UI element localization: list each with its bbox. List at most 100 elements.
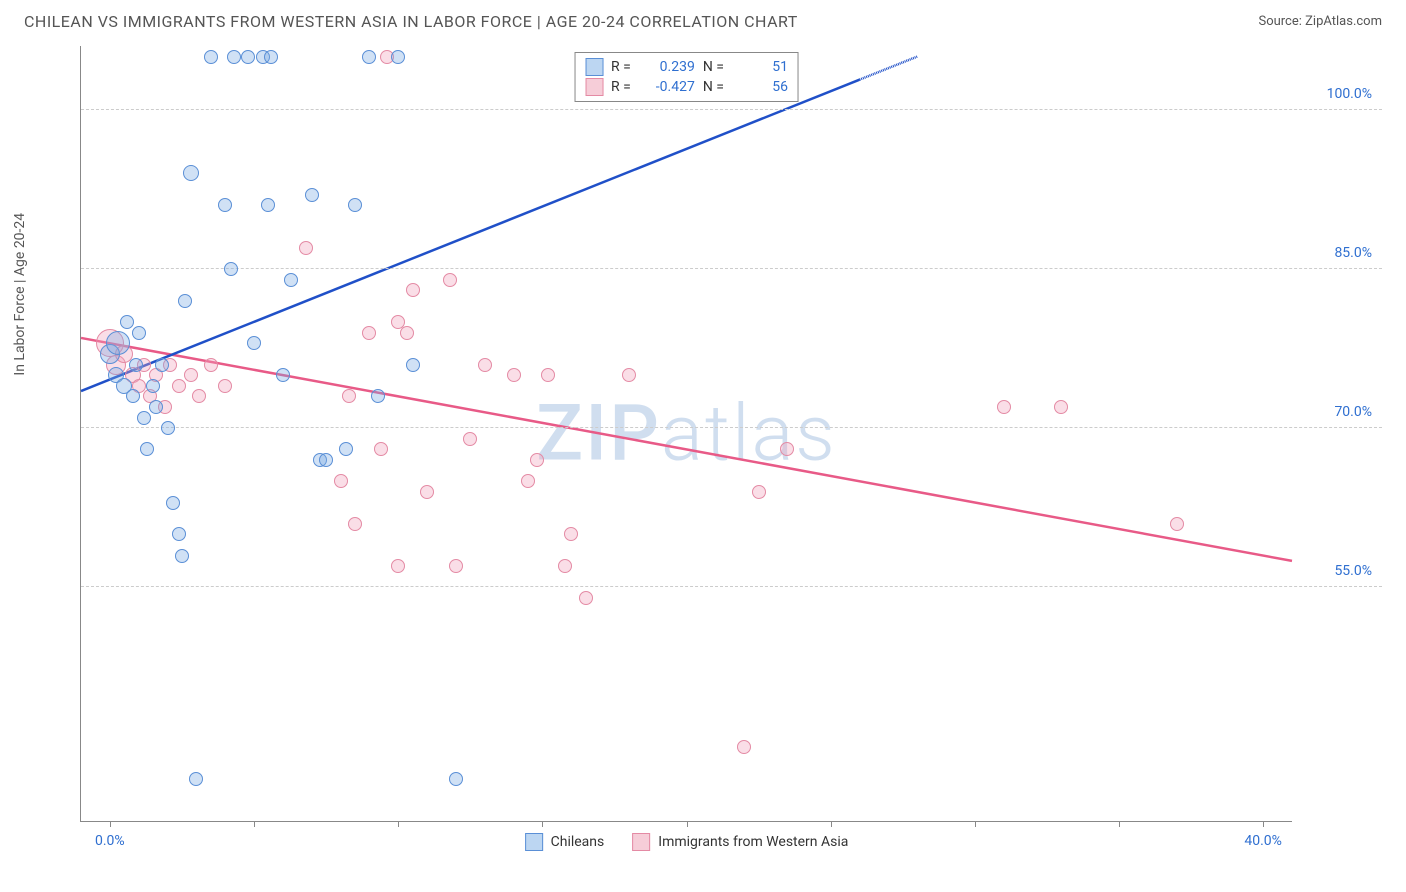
r-value-pink: -0.427	[639, 79, 695, 95]
scatter-point-blue	[224, 262, 238, 276]
scatter-point-pink	[172, 379, 186, 393]
x-tick	[1263, 821, 1264, 827]
scatter-point-blue	[155, 358, 169, 372]
n-label: N =	[703, 79, 724, 95]
scatter-point-pink	[400, 326, 414, 340]
scatter-point-pink	[780, 442, 794, 456]
legend-item-chileans: Chileans	[525, 833, 605, 851]
scatter-point-pink	[737, 740, 751, 754]
scatter-point-blue	[319, 453, 333, 467]
scatter-point-pink	[507, 368, 521, 382]
scatter-point-blue	[140, 442, 154, 456]
scatter-point-pink	[362, 326, 376, 340]
swatch-pink	[585, 78, 603, 96]
scatter-point-pink	[564, 527, 578, 541]
scatter-point-blue	[204, 50, 218, 64]
scatter-point-pink	[406, 283, 420, 297]
scatter-point-blue	[149, 400, 163, 414]
scatter-point-blue	[227, 50, 241, 64]
n-value-blue: 51	[732, 59, 788, 75]
scatter-point-pink	[348, 517, 362, 531]
trend-line	[81, 338, 1292, 561]
n-label: N =	[703, 59, 724, 75]
scatter-point-pink	[334, 474, 348, 488]
scatter-point-blue	[261, 198, 275, 212]
scatter-point-blue	[175, 549, 189, 563]
scatter-point-pink	[1054, 400, 1068, 414]
scatter-point-pink	[218, 379, 232, 393]
scatter-point-blue	[247, 336, 261, 350]
scatter-point-pink	[521, 474, 535, 488]
gridline	[81, 268, 1382, 269]
scatter-point-pink	[204, 358, 218, 372]
scatter-point-blue	[241, 50, 255, 64]
chart-area: In Labor Force | Age 20-24 ZIPatlas R = …	[24, 46, 1382, 852]
chart-source: Source: ZipAtlas.com	[1258, 14, 1382, 29]
scatter-point-blue	[106, 331, 130, 355]
r-value-blue: 0.239	[639, 59, 695, 75]
r-label: R =	[611, 79, 631, 95]
legend-row-blue: R = 0.239 N = 51	[585, 57, 788, 77]
scatter-point-blue	[406, 358, 420, 372]
gridline	[81, 427, 1382, 428]
scatter-point-pink	[530, 453, 544, 467]
y-axis-label: In Labor Force | Age 20-24	[12, 213, 28, 376]
x-tick	[687, 821, 688, 827]
legend-label-chileans: Chileans	[551, 834, 605, 850]
scatter-point-pink	[391, 559, 405, 573]
scatter-point-blue	[218, 198, 232, 212]
y-tick-label: 85.0%	[1334, 245, 1372, 261]
x-tick	[831, 821, 832, 827]
scatter-point-blue	[132, 326, 146, 340]
trend-line	[860, 57, 918, 80]
scatter-point-blue	[391, 50, 405, 64]
x-tick	[254, 821, 255, 827]
scatter-point-blue	[166, 496, 180, 510]
y-tick-label: 70.0%	[1334, 404, 1372, 420]
y-tick-label: 55.0%	[1334, 563, 1372, 579]
scatter-point-blue	[126, 389, 140, 403]
scatter-point-blue	[120, 315, 134, 329]
scatter-point-blue	[137, 411, 151, 425]
x-tick	[1119, 821, 1120, 827]
correlation-legend: R = 0.239 N = 51 R = -0.427 N = 56	[574, 52, 799, 102]
scatter-point-pink	[449, 559, 463, 573]
scatter-point-pink	[463, 432, 477, 446]
y-tick-label: 100.0%	[1327, 86, 1372, 102]
scatter-point-pink	[579, 591, 593, 605]
gridline	[81, 109, 1382, 110]
r-label: R =	[611, 59, 631, 75]
scatter-point-pink	[997, 400, 1011, 414]
legend-item-western-asia: Immigrants from Western Asia	[632, 833, 848, 851]
scatter-point-blue	[348, 198, 362, 212]
scatter-point-blue	[305, 188, 319, 202]
scatter-point-pink	[192, 389, 206, 403]
scatter-point-blue	[178, 294, 192, 308]
legend-label-western-asia: Immigrants from Western Asia	[658, 834, 848, 850]
x-tick	[398, 821, 399, 827]
trend-line	[81, 80, 860, 391]
scatter-point-blue	[129, 358, 143, 372]
scatter-point-pink	[420, 485, 434, 499]
scatter-point-blue	[371, 389, 385, 403]
scatter-point-pink	[443, 273, 457, 287]
scatter-point-pink	[374, 442, 388, 456]
scatter-point-blue	[339, 442, 353, 456]
swatch-pink	[632, 833, 650, 851]
plot-region: ZIPatlas R = 0.239 N = 51 R = -0.427 N =…	[80, 46, 1292, 822]
scatter-point-blue	[276, 368, 290, 382]
scatter-point-blue	[189, 772, 203, 786]
scatter-point-blue	[362, 50, 376, 64]
scatter-point-blue	[264, 50, 278, 64]
swatch-blue	[585, 58, 603, 76]
n-value-pink: 56	[732, 79, 788, 95]
x-tick	[975, 821, 976, 827]
scatter-point-blue	[172, 527, 186, 541]
scatter-point-pink	[541, 368, 555, 382]
scatter-point-pink	[622, 368, 636, 382]
scatter-point-pink	[342, 389, 356, 403]
scatter-point-blue	[146, 379, 160, 393]
scatter-point-blue	[284, 273, 298, 287]
scatter-point-pink	[478, 358, 492, 372]
scatter-point-pink	[299, 241, 313, 255]
